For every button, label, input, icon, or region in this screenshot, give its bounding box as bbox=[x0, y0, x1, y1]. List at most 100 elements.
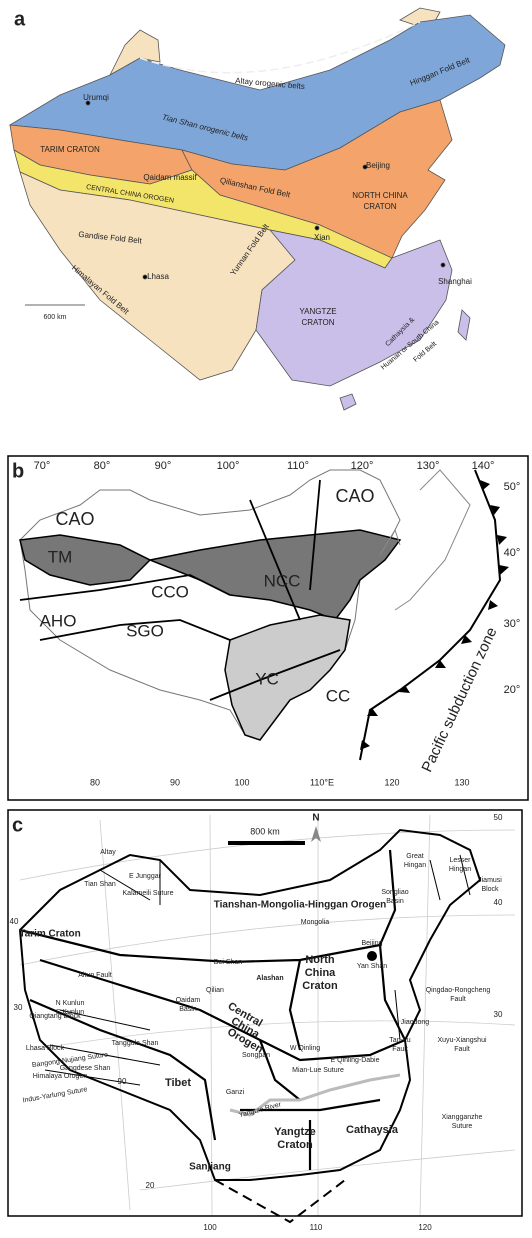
map-label: Qaidam bbox=[176, 997, 201, 1004]
map-label: a bbox=[14, 8, 26, 30]
map-label: Jiamusi bbox=[478, 877, 502, 884]
map-label: Beijing bbox=[366, 161, 390, 170]
map-label: Mongolia bbox=[301, 919, 330, 926]
map-label: Gangdese Shan bbox=[60, 1065, 111, 1072]
map-label: 40° bbox=[504, 547, 521, 559]
map-label: Himalaya Orogen bbox=[33, 1073, 88, 1080]
map-label: Tianshan-Mongolia-Hinggan Orogen bbox=[214, 900, 387, 911]
map-label: 110 bbox=[310, 1223, 323, 1232]
map-label: CAO bbox=[335, 486, 374, 506]
map-label: Qaidam massif bbox=[143, 173, 197, 182]
map-label: Altun Fault bbox=[78, 972, 112, 979]
map-label: Urumqi bbox=[83, 93, 109, 102]
map-label: Lhasa Block bbox=[26, 1045, 65, 1052]
map-label: 90 bbox=[170, 777, 180, 787]
map-label: Xian bbox=[314, 233, 330, 242]
map-label: Altay bbox=[100, 849, 116, 856]
map-label: Tarim Craton bbox=[19, 929, 81, 940]
map-label: 130 bbox=[454, 777, 469, 787]
map-label: c bbox=[12, 814, 23, 836]
map-label: Qingdao-Rongcheng bbox=[426, 987, 491, 994]
map-label: Beijing bbox=[361, 940, 382, 947]
map-label: Tan-Lu bbox=[389, 1037, 411, 1044]
map-label: CAO bbox=[55, 509, 94, 529]
map-label: Lhasa bbox=[147, 272, 169, 281]
map-label: b bbox=[12, 460, 24, 482]
map-label: 30 bbox=[494, 1010, 503, 1019]
panel-frame bbox=[8, 810, 522, 1216]
map-label: 50 bbox=[494, 813, 503, 822]
map-label: YANGTZE bbox=[299, 307, 336, 316]
map-label: Basin bbox=[386, 898, 404, 905]
map-label: Qilian bbox=[206, 987, 224, 994]
map-label: North bbox=[305, 954, 335, 966]
map-label: TARIM CRATON bbox=[40, 145, 100, 154]
map-label: Fault bbox=[454, 1046, 470, 1053]
map-label: Tanggula Shan bbox=[112, 1040, 159, 1047]
map-label: Yangtze bbox=[274, 1126, 316, 1138]
map-label: AHO bbox=[40, 611, 77, 630]
map-label: Lesser bbox=[449, 857, 471, 864]
map-label: CRATON bbox=[363, 202, 396, 211]
map-label: Jiaodong bbox=[401, 1019, 430, 1026]
map-label: Cathaysia bbox=[346, 1124, 399, 1136]
map-label: 100 bbox=[234, 777, 249, 787]
map-label: 130° bbox=[417, 460, 440, 472]
map-label: 30° bbox=[504, 618, 521, 630]
map-label: Fault bbox=[450, 996, 466, 1003]
panel-b bbox=[8, 456, 528, 800]
map-label: YC bbox=[255, 669, 279, 688]
map-label: Craton bbox=[302, 980, 338, 992]
map-label: TM bbox=[48, 547, 73, 566]
map-label: 100 bbox=[203, 1223, 217, 1232]
map-label: 800 km bbox=[250, 826, 280, 836]
map-label: Songliao bbox=[381, 889, 408, 896]
map-label: CCO bbox=[151, 582, 189, 601]
map-label: Yan Shan bbox=[357, 963, 387, 970]
map-label: Tian Shan bbox=[84, 881, 116, 888]
map-label: Tibet bbox=[165, 1077, 191, 1089]
figure: aUrumqiAltay orogenic beltsHinggan Fold … bbox=[0, 0, 532, 1238]
map-label: 80 bbox=[90, 777, 100, 787]
map-label: 120 bbox=[418, 1223, 432, 1232]
map-label: 40 bbox=[10, 917, 19, 926]
map-label: Craton bbox=[277, 1139, 313, 1151]
map-label: 40 bbox=[494, 898, 503, 907]
map-label: Suture bbox=[452, 1123, 473, 1130]
map-label: 30 bbox=[14, 1003, 23, 1012]
map-label: China bbox=[305, 967, 336, 979]
map-label: E Qinling-Dabie bbox=[330, 1057, 379, 1064]
map-label: 100° bbox=[217, 460, 240, 472]
map-label: Mian-Lue Suture bbox=[292, 1067, 344, 1074]
map-label: 70° bbox=[34, 460, 51, 472]
map-label: W Qinling bbox=[290, 1045, 320, 1052]
map-label: Great bbox=[406, 853, 424, 860]
map-label: NCC bbox=[264, 571, 301, 590]
map-label: 90° bbox=[155, 460, 172, 472]
map-label: Hingan bbox=[449, 866, 471, 873]
map-label: 140° bbox=[472, 460, 495, 472]
map-label: 20° bbox=[504, 684, 521, 696]
panel-c bbox=[8, 810, 522, 1222]
city-dot bbox=[315, 226, 319, 230]
map-label: N bbox=[312, 813, 319, 824]
page: Tectonic maps of China html, body { marg… bbox=[0, 0, 532, 1238]
map-label: 120 bbox=[384, 777, 399, 787]
map-label: 110°E bbox=[310, 777, 334, 787]
map-label: 90 bbox=[118, 1077, 127, 1086]
map-label: SGO bbox=[126, 621, 164, 640]
map-label: N Kunlun bbox=[56, 1000, 85, 1007]
map-label: 600 km bbox=[44, 314, 67, 321]
map-label: E Junggar bbox=[129, 873, 162, 880]
map-label: Sanjiang bbox=[189, 1162, 231, 1173]
map-label: Ganzi bbox=[226, 1089, 245, 1096]
map-label: Bei Shan bbox=[214, 959, 243, 966]
hainan bbox=[340, 394, 356, 410]
map-label: 50° bbox=[504, 481, 521, 493]
map-label: 120° bbox=[351, 460, 374, 472]
map-label: 110° bbox=[287, 460, 309, 472]
city-dot bbox=[441, 263, 445, 267]
map-label: 20 bbox=[146, 1181, 155, 1190]
map-label: Kalameili Suture bbox=[123, 890, 174, 897]
map-label: Songpan bbox=[242, 1052, 270, 1059]
